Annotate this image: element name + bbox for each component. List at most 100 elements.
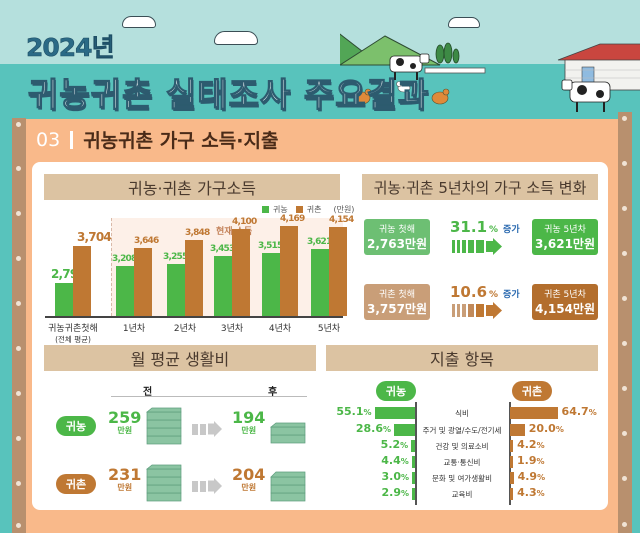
- change-panel-title: 귀농·귀촌 5년차의 가구 소득 변화: [362, 174, 598, 200]
- bar-rural: [329, 227, 347, 316]
- rural-pill: 귀촌: [56, 474, 96, 494]
- expense-pct-farm: 3.0%: [381, 470, 409, 483]
- bar-rural: [73, 245, 91, 316]
- bar-farm: [55, 283, 73, 316]
- gray-arrow-icon: [192, 421, 222, 437]
- rural-increase: 10.6 % 증가: [450, 283, 520, 301]
- expense-bar-rural: [510, 407, 558, 419]
- legend-unit: (만원): [333, 205, 355, 214]
- rural-first-year-label: 귀촌 첫해: [379, 290, 415, 300]
- bar-value-label: 3,255: [163, 252, 188, 263]
- cow-icon: [561, 79, 611, 112]
- rural-fifth-year-box: 귀촌 5년차 4,154만원: [532, 284, 598, 320]
- x-tick-label: 4년차: [268, 324, 292, 334]
- expense-pct-rural: 64.7%: [561, 405, 597, 418]
- expense-category-label: 식비: [455, 409, 469, 418]
- farm-after-value: 194 만원: [232, 410, 265, 435]
- expense-pct-farm: 28.6%: [355, 422, 391, 435]
- amount: 194: [232, 408, 266, 427]
- expense-bar-farm: [374, 407, 415, 419]
- income-panel-title: 귀농·귀촌 가구소득: [44, 174, 340, 200]
- bar-value-label: 3,515: [258, 241, 283, 252]
- expense-pct-farm: 5.2%: [380, 438, 409, 451]
- x-tick-label: 5년차: [317, 324, 341, 334]
- expense-bar-rural: [510, 488, 514, 500]
- farm-axis-line: [415, 402, 417, 505]
- right-post: [618, 112, 632, 533]
- money-stack-icon: [146, 464, 182, 506]
- bar-value-label: 3,453: [210, 243, 235, 254]
- legend-label-rural: 귀촌: [306, 205, 322, 214]
- x-tick-label: 3년차: [220, 324, 244, 334]
- section-header: 03 귀농귀촌 가구 소득·지출: [36, 126, 278, 153]
- farm-scene-illustration: [340, 33, 640, 112]
- main-title: 귀농귀촌 실태조사 주요결과: [27, 74, 430, 114]
- chicken-icon: [396, 81, 411, 93]
- x-tick-label: 2년차: [173, 324, 197, 334]
- expense-pct-rural: 4.9%: [517, 470, 546, 483]
- expense-pct-rural: 4.3%: [517, 486, 545, 499]
- bar-value-label: 3,848: [185, 227, 210, 238]
- chart-x-axis: [45, 316, 343, 318]
- fence-icon: [424, 67, 486, 74]
- rural-fifth-year-value: 4,154만원: [534, 302, 596, 316]
- expense-pct-farm: 4.4%: [381, 454, 409, 467]
- bar-rural: [280, 226, 298, 316]
- rural-first-year-value: 3,757만원: [366, 302, 428, 316]
- bar-farm: [116, 266, 134, 316]
- sky-background: [0, 0, 640, 66]
- expense-category-label: 교통·통신비: [443, 458, 481, 467]
- expense-rural-pill: 귀촌: [512, 381, 552, 401]
- header-divider: [111, 396, 307, 397]
- x-tick-label: 귀농귀촌첫해 (전체 평균): [48, 324, 98, 344]
- bar-value-label: 3,704: [77, 229, 112, 244]
- expense-category-label: 건강 및 의료소비: [435, 442, 489, 451]
- farm-fifth-year-box: 귀농 5년차 3,621만원: [532, 219, 598, 255]
- expense-panel-title: 지출 항목: [326, 345, 598, 371]
- chicken-icon: [353, 88, 450, 105]
- bar-rural: [134, 248, 152, 316]
- after-header: 후: [268, 387, 278, 398]
- expense-bar-rural: [510, 424, 525, 436]
- rural-first-year-box: 귀촌 첫해 3,757만원: [364, 284, 430, 320]
- trees-icon: [435, 42, 460, 64]
- money-stack-icon: [270, 470, 306, 506]
- amount: 259: [108, 408, 142, 427]
- farm-before-value: 259 만원: [108, 410, 141, 435]
- bar-value-label: 3,208: [112, 254, 137, 265]
- x-tick-label: 1년차: [122, 324, 146, 334]
- expense-category-label: 주거 및 광열/수도/전기세: [422, 426, 502, 435]
- rural-before-value: 231 만원: [108, 467, 141, 492]
- unit: 만원: [241, 426, 257, 435]
- bar-farm: [214, 255, 232, 316]
- farm-first-year-box: 귀농 첫해 2,763만원: [364, 219, 430, 255]
- cloud-icon: [214, 31, 258, 45]
- rural-after-value: 204 만원: [232, 467, 265, 492]
- farm-pill: 귀농: [56, 416, 96, 436]
- legend-label-farm: 귀농: [273, 205, 288, 214]
- increase-label: 증가: [503, 290, 520, 300]
- pct-sign: %: [489, 290, 499, 300]
- increase-label: 증가: [503, 225, 520, 235]
- bar-value-label: 4,100: [232, 217, 257, 228]
- amount: 204: [232, 465, 266, 484]
- section-number: 03: [36, 128, 61, 151]
- bar-rural: [232, 229, 250, 316]
- bar-rural: [185, 239, 203, 316]
- expense-bar-rural: [510, 456, 513, 468]
- farm-increase: 31.1 % 증가: [450, 218, 520, 236]
- farm-increase-pct: 31.1: [450, 218, 488, 236]
- unit: 만원: [117, 426, 133, 435]
- expense-pct-rural: 20.0%: [528, 422, 564, 435]
- expense-pct-rural: 4.2%: [517, 438, 545, 451]
- bar-value-label: 4,154: [329, 215, 354, 226]
- expense-bar-farm: [411, 440, 415, 452]
- cloud-icon: [122, 16, 156, 28]
- legend-swatch-farm: [262, 206, 269, 213]
- year-label: 2024년: [26, 33, 115, 63]
- expense-bar-farm: [412, 472, 415, 484]
- bar-value-label: 3,621: [307, 237, 332, 248]
- expense-category-label: 문화 및 여가생활비: [432, 474, 492, 483]
- expense-pct-farm: 2.9%: [381, 486, 409, 499]
- money-stack-icon: [270, 422, 306, 448]
